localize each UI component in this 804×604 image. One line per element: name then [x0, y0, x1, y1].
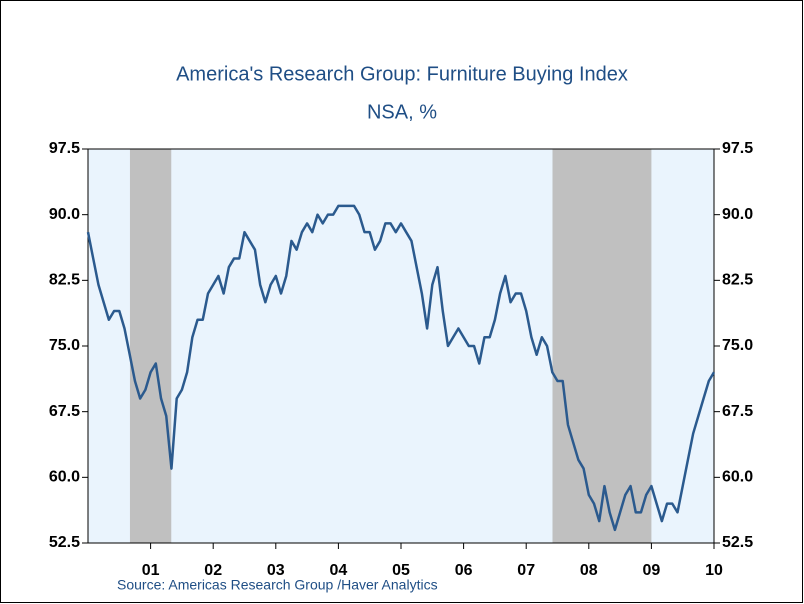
recession-band — [552, 149, 652, 543]
x-tick-label: 07 — [517, 562, 535, 579]
y-tick-label: 97.5 — [49, 140, 80, 157]
y2-tick-label: 82.5 — [722, 272, 753, 289]
source: Source: Americas Research Group /Haver A… — [117, 577, 438, 593]
y-tick-label: 90.0 — [49, 206, 80, 223]
y-tick-label: 52.5 — [49, 534, 80, 551]
y-tick-label: 60.0 — [49, 469, 80, 486]
x-tick-label: 09 — [643, 562, 661, 579]
x-tick-label: 10 — [705, 562, 723, 579]
x-tick-label: 02 — [204, 562, 222, 579]
chart-title: America's Research Group: Furniture Buyi… — [176, 63, 628, 85]
chart-subtitle: NSA, % — [367, 101, 437, 123]
y2-tick-label: 90.0 — [722, 206, 753, 223]
y2-tick-label: 60.0 — [722, 469, 753, 486]
x-tick-label: 08 — [580, 562, 598, 579]
x-tick-label: 06 — [455, 562, 473, 579]
y-tick-label: 67.5 — [49, 403, 80, 420]
x-tick-label: 01 — [142, 562, 160, 579]
series-line — [86, 204, 716, 532]
y2-tick-label: 75.0 — [722, 337, 753, 354]
y-tick-label: 75.0 — [49, 337, 80, 354]
recession-band — [129, 149, 172, 543]
y-tick-label: 82.5 — [49, 272, 80, 289]
x-tick-label: 05 — [392, 562, 410, 579]
y2-tick-label: 67.5 — [722, 403, 753, 420]
x-tick-label: 03 — [267, 562, 285, 579]
y2-tick-label: 52.5 — [722, 534, 753, 551]
x-tick-label: 04 — [330, 562, 348, 579]
y2-tick-label: 97.5 — [722, 140, 753, 157]
